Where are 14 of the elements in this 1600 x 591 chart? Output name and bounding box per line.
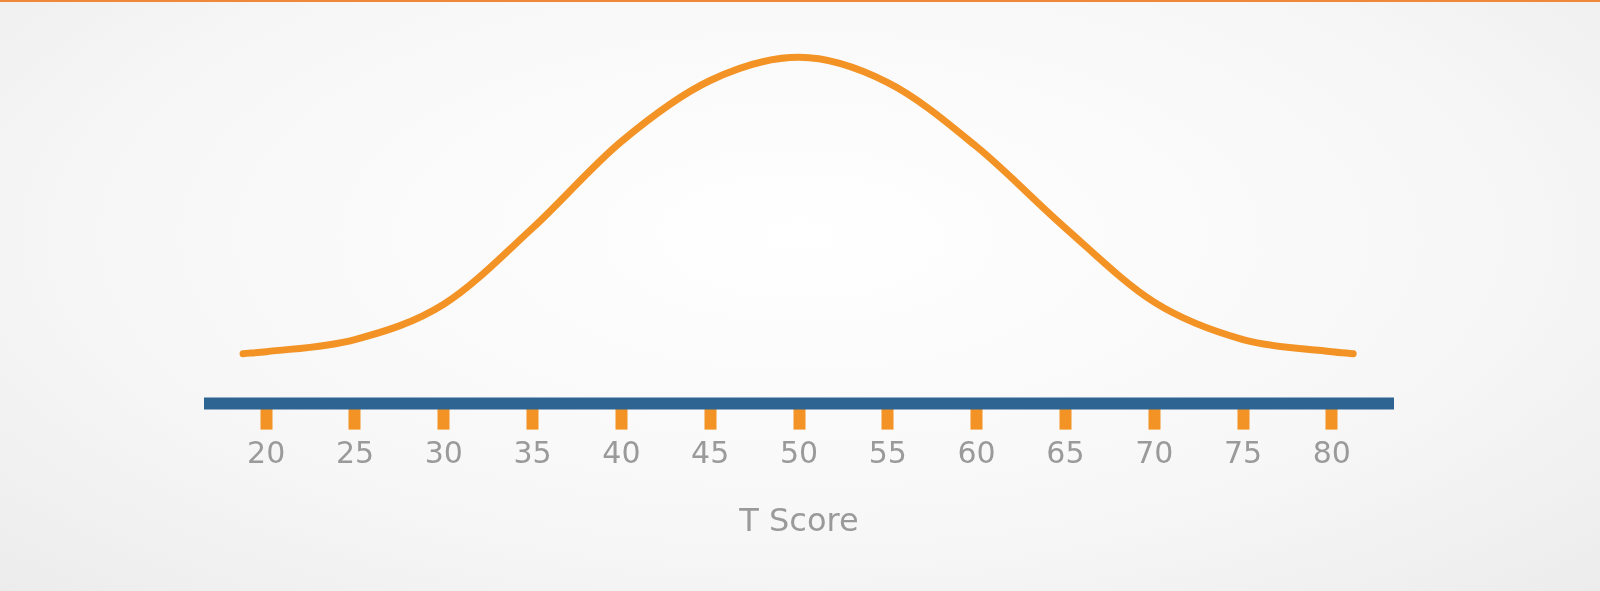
x-tick-label: 55 — [868, 435, 907, 471]
x-tick-label: 65 — [1046, 435, 1085, 471]
x-tick-label: 30 — [424, 435, 463, 471]
x-tick-label: 45 — [691, 435, 730, 471]
x-tick-label: 60 — [957, 435, 996, 471]
x-tick-label: 50 — [779, 435, 819, 471]
x-tick-label: 80 — [1312, 435, 1351, 471]
x-axis-title: T Score — [738, 501, 859, 540]
x-tick-label: 75 — [1223, 435, 1263, 471]
x-tick-label: 70 — [1135, 435, 1174, 471]
x-tick-label: 40 — [602, 435, 641, 471]
x-tick-label: 25 — [335, 435, 375, 471]
x-tick-label: 35 — [513, 435, 552, 471]
x-tick-label: 20 — [247, 435, 286, 471]
